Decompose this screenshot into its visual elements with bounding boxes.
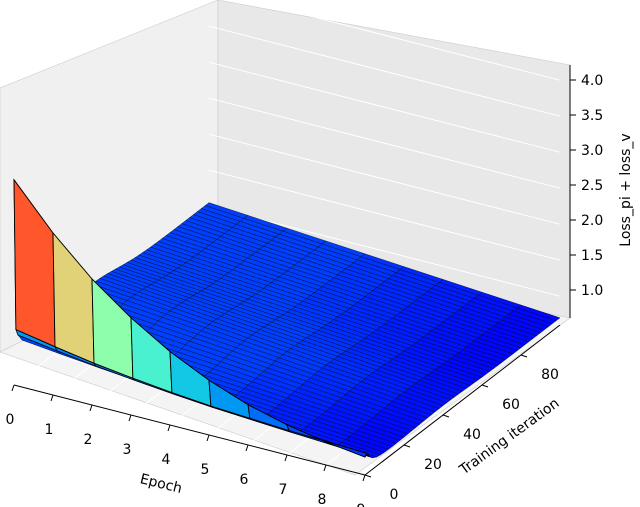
y-ticks: 0 20 40 60 80 [364, 354, 559, 503]
x-tick-label: 9 [357, 502, 366, 507]
z-tick-label: 1.5 [581, 248, 603, 264]
x-tick-mark [128, 414, 132, 422]
x-tick-label: 6 [240, 472, 249, 488]
x-tick-mark [284, 454, 288, 462]
z-ticks: 1.0 1.5 2.0 2.5 3.0 3.5 4.0 [570, 73, 603, 299]
x-tick-mark [50, 394, 54, 402]
x-tick-label: 5 [201, 462, 210, 478]
x-tick-label: 3 [123, 442, 132, 458]
x-tick-mark [11, 384, 15, 392]
grid-line-z-4 [208, 61, 561, 153]
y-tick-label: 20 [424, 457, 442, 473]
x-tick-mark [206, 434, 210, 442]
y-tick-mark [364, 474, 372, 478]
z-axis-label: Loss_pi + loss_v [618, 133, 634, 246]
z-tick-label: 3.0 [581, 143, 603, 159]
x-tick-mark [323, 464, 327, 472]
x-tick-label: 0 [6, 412, 15, 428]
grid-line-z-1 [208, 169, 561, 261]
grid-line-z-3 [208, 97, 561, 189]
z-tick-label: 1.0 [581, 283, 603, 299]
x-tick-label: 4 [162, 452, 171, 468]
z-tick-label: 3.5 [581, 108, 603, 124]
y-tick-label: 60 [502, 397, 520, 413]
x-tick-mark [167, 424, 171, 432]
y-axis-line [364, 324, 561, 476]
y-tick-mark [481, 384, 489, 388]
front-surface-patch [325, 441, 368, 458]
x-axis-label: Epoch [138, 471, 183, 497]
y-tick-mark [520, 354, 528, 358]
x-ticks: 0 1 2 3 4 5 6 7 8 9 [6, 384, 366, 507]
x-tick-label: 1 [45, 422, 54, 438]
grid-line-z-5 [208, 25, 561, 117]
x-tick-label: 7 [279, 482, 288, 498]
y-tick-mark [442, 414, 450, 418]
loss-surface [13, 178, 561, 459]
grid-line-z-2 [208, 133, 561, 225]
x-tick-mark [245, 444, 249, 452]
grid-line-z-6 [245, 0, 561, 81]
y-tick-label: 80 [541, 367, 559, 383]
x-tick-label: 8 [318, 492, 327, 507]
x-tick-mark [89, 404, 93, 412]
y-tick-label: 0 [390, 487, 399, 503]
y-tick-mark [403, 444, 411, 448]
x-tick-mark [362, 474, 366, 482]
x-axis-line [13, 384, 366, 476]
y-tick-label: 40 [463, 427, 481, 443]
grid-line-z-0 [208, 205, 561, 297]
x-tick-label: 2 [84, 432, 93, 448]
z-tick-label: 4.0 [581, 73, 603, 89]
z-tick-label: 2.0 [581, 213, 603, 229]
z-tick-label: 2.5 [581, 178, 603, 194]
